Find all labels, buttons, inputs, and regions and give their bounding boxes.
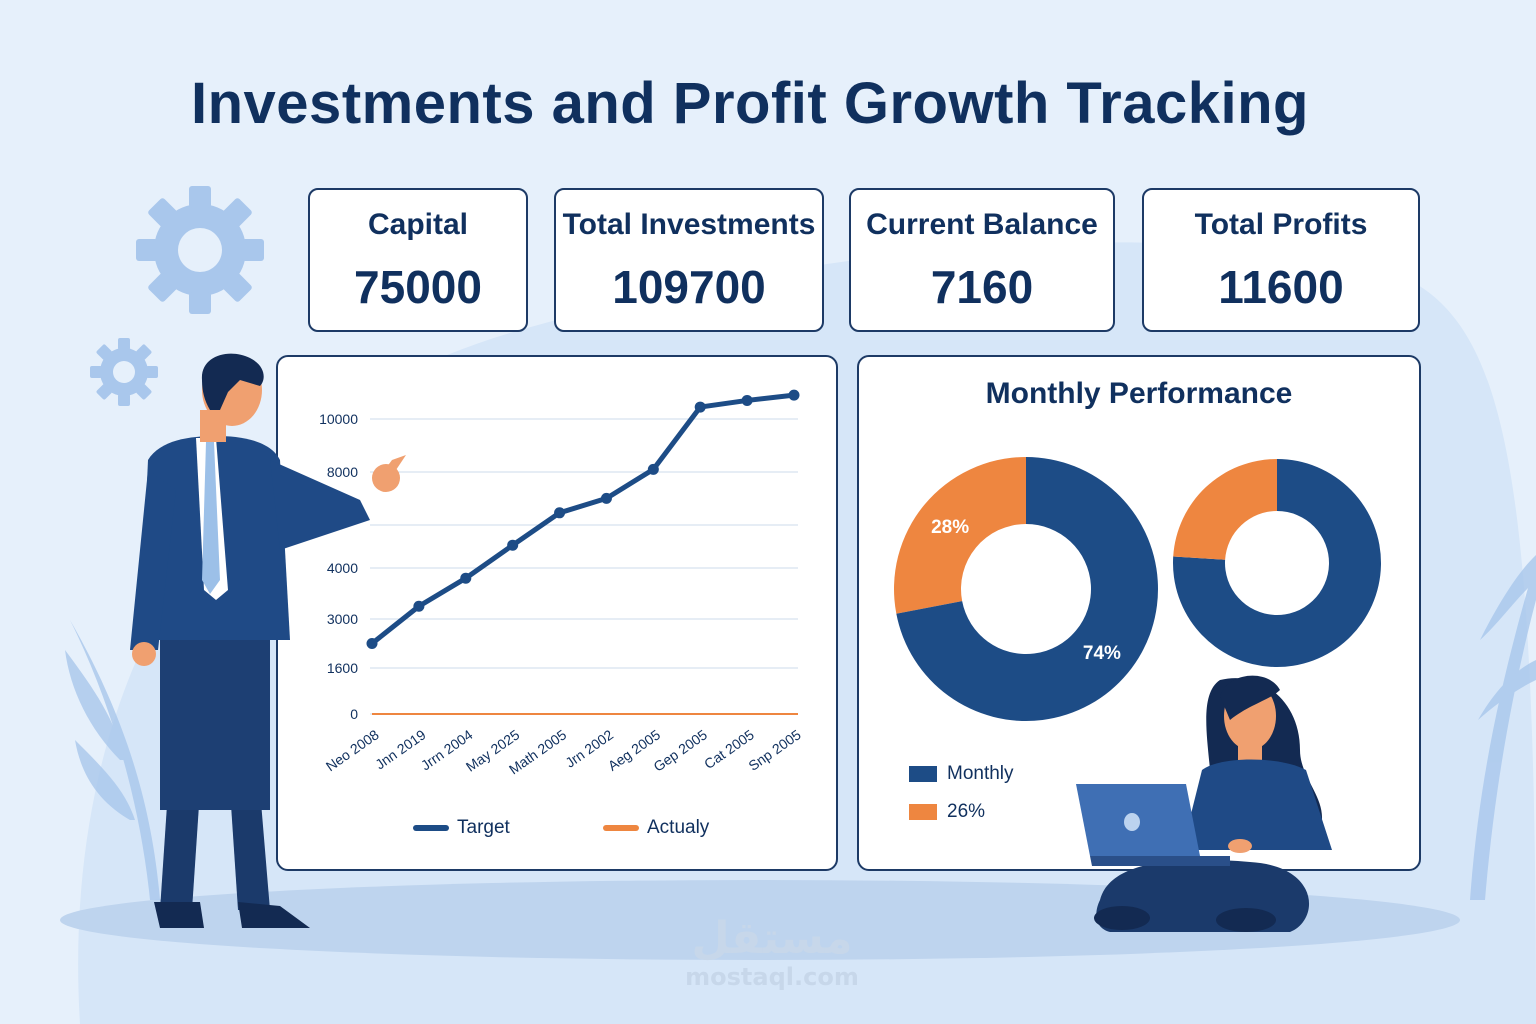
- target-point: [788, 389, 800, 401]
- kpi-card-capital: Capital 75000: [308, 188, 528, 332]
- legend-swatch-actual: [603, 825, 639, 831]
- kpi-card-current-balance: Current Balance 7160: [849, 188, 1115, 332]
- y-tick-label: 10000: [319, 411, 358, 427]
- kpi-value: 75000: [354, 261, 482, 313]
- target-point: [600, 492, 612, 504]
- donut-slice: [1173, 459, 1381, 667]
- gear-small-icon: [90, 338, 158, 406]
- target-point: [460, 572, 472, 584]
- target-point: [647, 463, 659, 475]
- kpi-value: 11600: [1218, 261, 1344, 313]
- legend-target: Target: [413, 817, 510, 839]
- y-tick-label: 4000: [327, 560, 358, 576]
- slice-label: 74%: [1083, 643, 1121, 664]
- target-point: [554, 507, 566, 519]
- kpi-card-total-profits: Total Profits 11600: [1142, 188, 1420, 332]
- legend-26: 26%: [909, 801, 985, 823]
- page-title: Investments and Profit Growth Tracking: [191, 71, 1309, 136]
- kpi-value: 7160: [930, 261, 1034, 313]
- y-tick-label: 1600: [327, 660, 358, 676]
- legend-monthly: Monthly: [909, 763, 1014, 785]
- legend-swatch-monthly: [909, 766, 937, 782]
- legend-actual: Actualy: [603, 817, 709, 839]
- kpi-value: 109700: [612, 261, 766, 313]
- woman-laptop-illustration: [1076, 675, 1332, 932]
- legend-label-actual: Actualy: [647, 817, 710, 838]
- watermark-url: mostaql.com: [685, 963, 859, 991]
- kpi-label: Capital: [367, 208, 469, 241]
- leaf-right-icon: [1470, 555, 1536, 900]
- legend-label-target: Target: [457, 817, 510, 838]
- legend-label-26: 26%: [947, 801, 986, 822]
- businessman-illustration: [130, 353, 406, 928]
- donut-slice: [894, 457, 1026, 614]
- x-tick-label: Snp 2005: [745, 726, 803, 774]
- y-tick-label: 0: [350, 706, 358, 722]
- pie-chart-title: Monthly Performance: [985, 377, 1293, 410]
- target-point: [413, 600, 425, 612]
- y-tick-label: 8000: [327, 464, 358, 480]
- legend-swatch-target: [413, 825, 449, 831]
- x-tick-label: Gep 2005: [650, 726, 710, 775]
- target-point: [366, 638, 378, 649]
- leaf-left-icon: [65, 620, 160, 900]
- gear-large-icon: [136, 186, 264, 314]
- y-tick-label: 3000: [327, 611, 358, 627]
- legend-label-monthly: Monthly: [947, 763, 1014, 784]
- pie-chart-panel: 28% 74% Monthly Performance Monthly 26%: [857, 355, 1421, 871]
- kpi-label: Total Investments: [562, 208, 816, 241]
- line-chart-panel: 10000 8000 4000 3000 1600 0 Neo 2008 Jnn 2019 Jr…: [276, 355, 838, 871]
- pie-charts: 28% 74%: [894, 457, 1381, 721]
- target-point: [741, 394, 753, 406]
- kpi-label: Current Balance: [866, 208, 1098, 241]
- target-point: [694, 401, 706, 413]
- legend-swatch-26: [909, 804, 937, 820]
- kpi-card-total-investments: Total Investments 109700: [554, 188, 824, 332]
- watermark: مستقل mostaql.com: [672, 913, 872, 992]
- target-point: [507, 539, 519, 551]
- watermark-logo: مستقل: [691, 913, 853, 964]
- series-line-target: [369, 392, 797, 646]
- donut-slice: [896, 457, 1158, 721]
- kpi-label: Total Profits: [1194, 208, 1368, 241]
- donut-slice: [1173, 459, 1277, 560]
- slice-label: 28%: [931, 517, 969, 538]
